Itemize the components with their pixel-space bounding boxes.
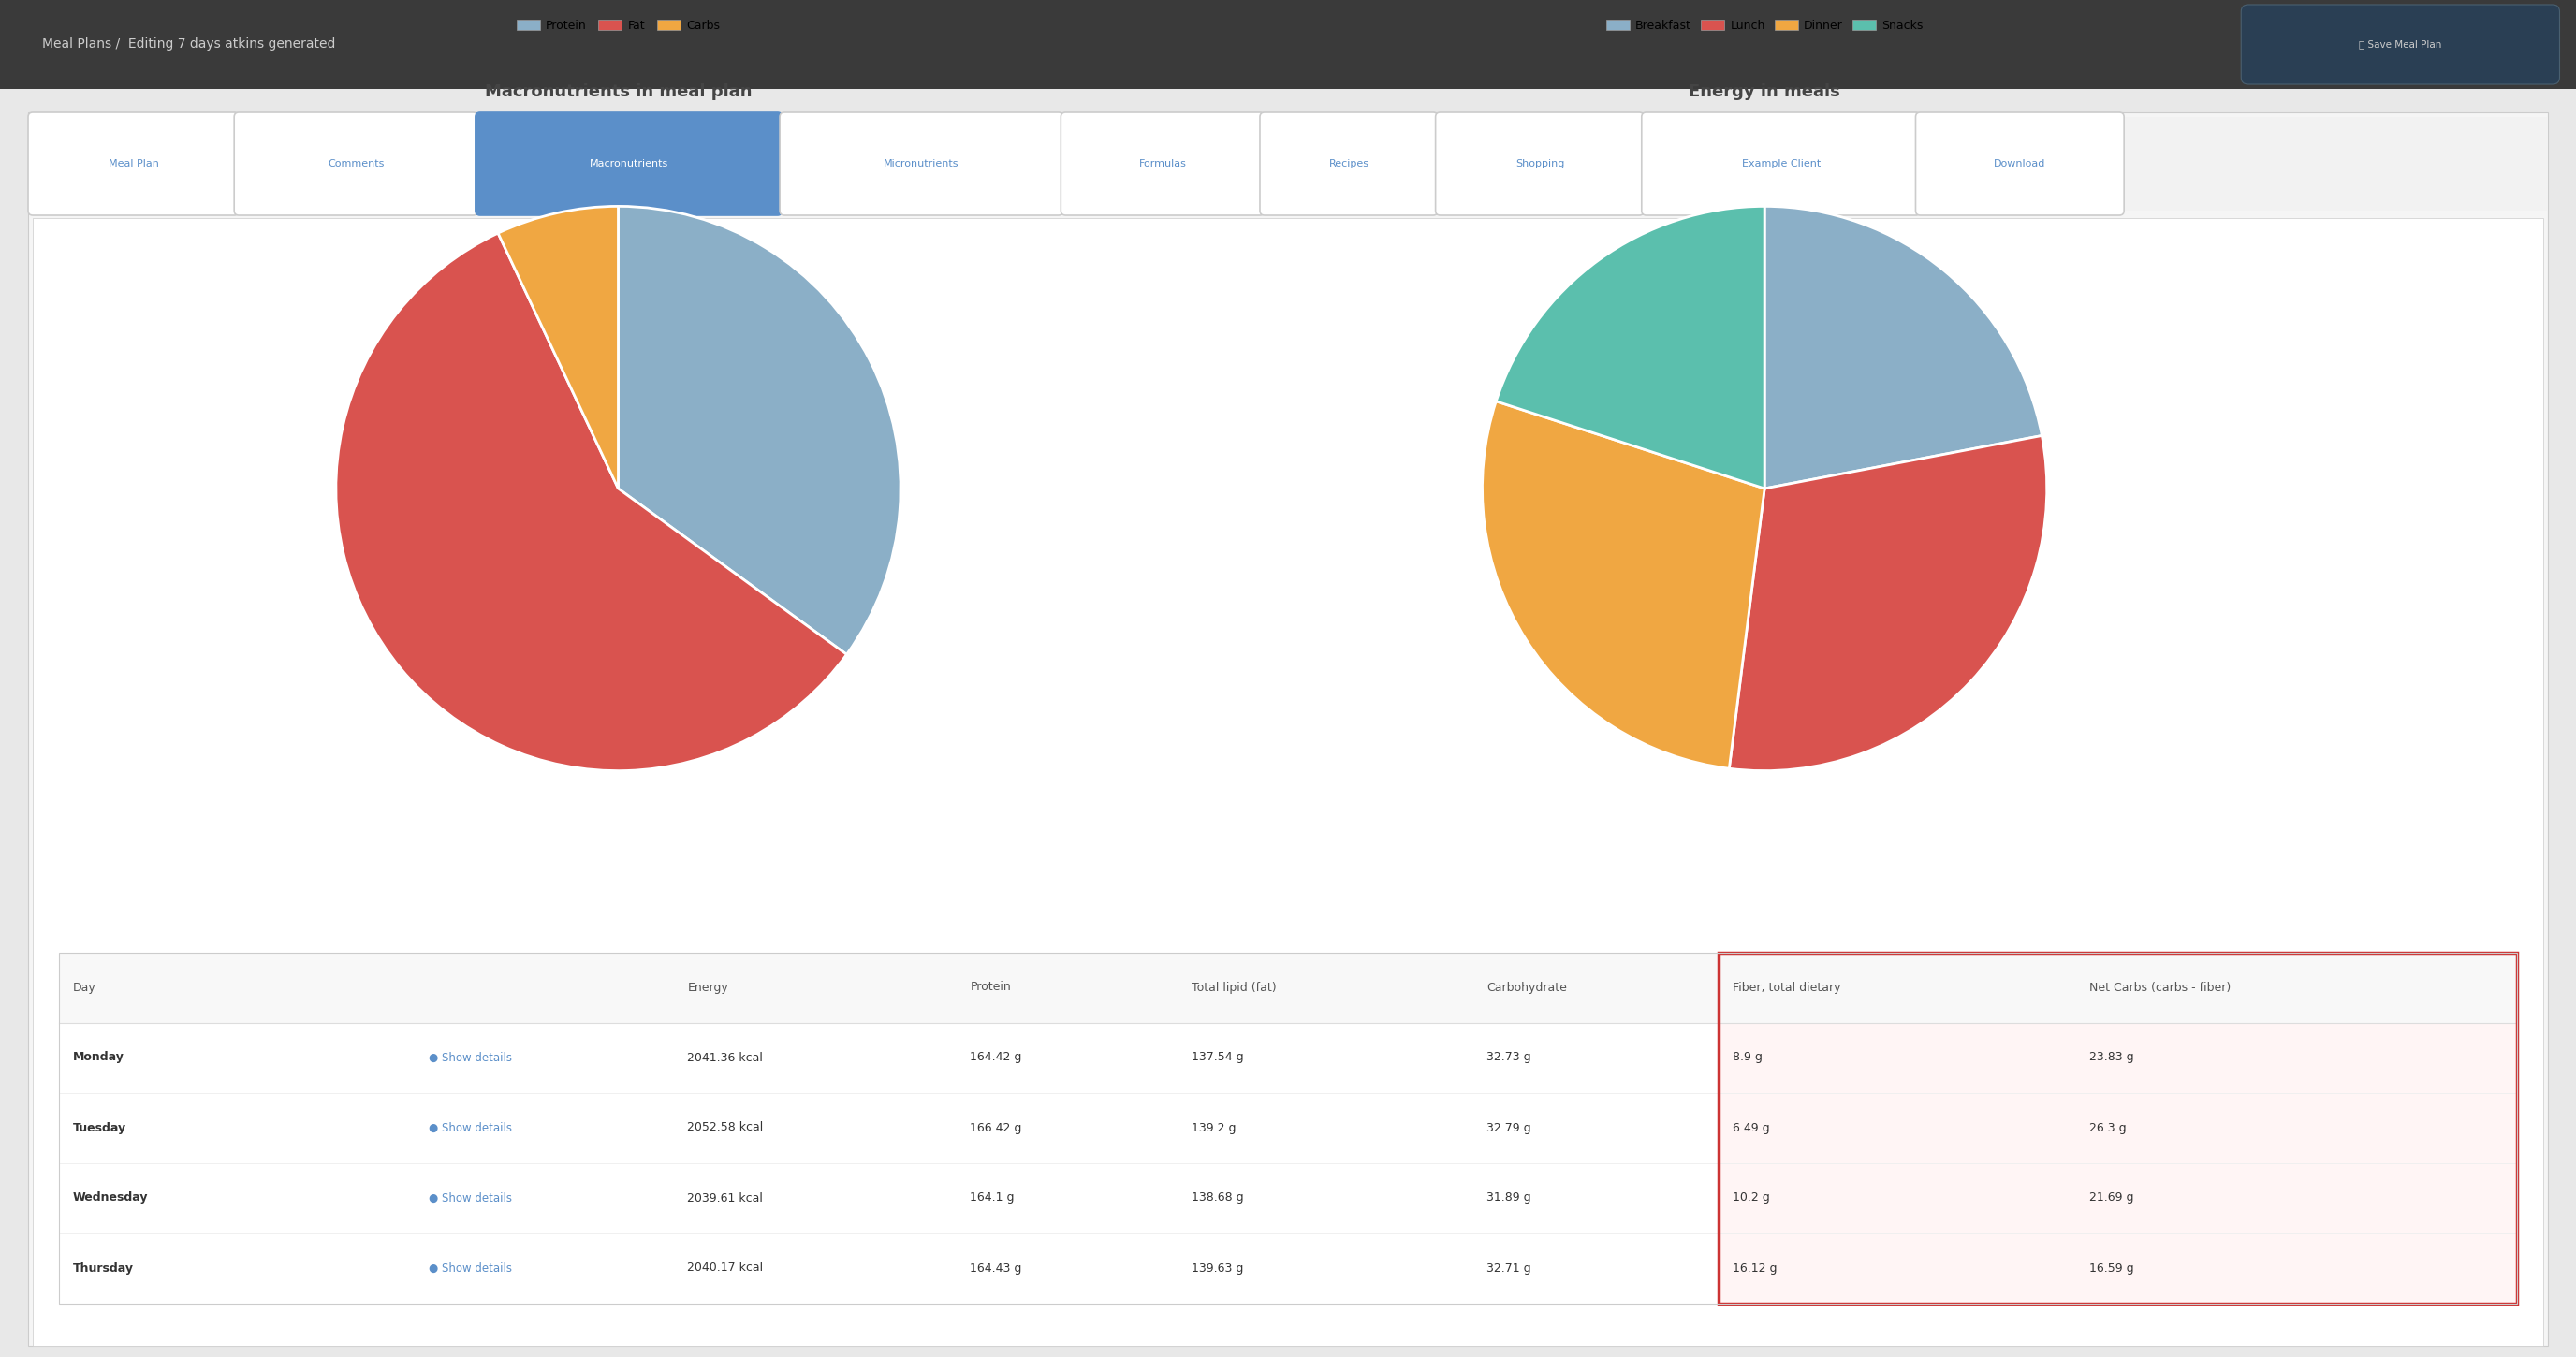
Text: Macronutrients: Macronutrients xyxy=(590,159,667,168)
FancyBboxPatch shape xyxy=(234,113,477,216)
Text: 32.73 g: 32.73 g xyxy=(1486,1052,1530,1064)
FancyBboxPatch shape xyxy=(33,217,2543,1345)
FancyBboxPatch shape xyxy=(1917,113,2125,216)
Text: Comments: Comments xyxy=(327,159,384,168)
FancyBboxPatch shape xyxy=(1718,1234,2517,1303)
Text: Carbohydrate: Carbohydrate xyxy=(1486,981,1566,993)
Text: 164.43 g: 164.43 g xyxy=(971,1262,1023,1274)
Text: Tuesday: Tuesday xyxy=(72,1122,126,1134)
FancyBboxPatch shape xyxy=(1641,113,1919,216)
Text: ⛳ Save Meal Plan: ⛳ Save Meal Plan xyxy=(2360,39,2442,49)
FancyBboxPatch shape xyxy=(1718,1022,2517,1092)
Text: 31.89 g: 31.89 g xyxy=(1486,1191,1530,1204)
Text: 139.63 g: 139.63 g xyxy=(1190,1262,1244,1274)
FancyBboxPatch shape xyxy=(1435,113,1643,216)
Text: Day: Day xyxy=(72,981,95,993)
Text: Net Carbs (carbs - fiber): Net Carbs (carbs - fiber) xyxy=(2089,981,2231,993)
Text: 139.2 g: 139.2 g xyxy=(1190,1122,1236,1134)
Text: Micronutrients: Micronutrients xyxy=(884,159,958,168)
Text: 2052.58 kcal: 2052.58 kcal xyxy=(688,1122,762,1134)
Text: 8.9 g: 8.9 g xyxy=(1731,1052,1762,1064)
Text: 26.3 g: 26.3 g xyxy=(2089,1122,2125,1134)
Text: ● Show details: ● Show details xyxy=(430,1052,513,1064)
Text: 164.42 g: 164.42 g xyxy=(971,1052,1023,1064)
FancyBboxPatch shape xyxy=(0,0,2576,90)
Text: Shopping: Shopping xyxy=(1515,159,1564,168)
Text: ● Show details: ● Show details xyxy=(430,1191,513,1204)
FancyBboxPatch shape xyxy=(2241,4,2561,84)
FancyBboxPatch shape xyxy=(28,117,2548,210)
Legend: Protein, Fat, Carbs: Protein, Fat, Carbs xyxy=(513,15,724,37)
Text: Recipes: Recipes xyxy=(1329,159,1368,168)
Text: 6.49 g: 6.49 g xyxy=(1731,1122,1770,1134)
Text: Monday: Monday xyxy=(72,1052,124,1064)
Wedge shape xyxy=(1765,206,2043,489)
Text: 2039.61 kcal: 2039.61 kcal xyxy=(688,1191,762,1204)
Text: Fiber, total dietary: Fiber, total dietary xyxy=(1731,981,1839,993)
Text: 21.69 g: 21.69 g xyxy=(2089,1191,2133,1204)
Text: Energy: Energy xyxy=(688,981,729,993)
FancyBboxPatch shape xyxy=(1718,1092,2517,1163)
Text: 10.2 g: 10.2 g xyxy=(1731,1191,1770,1204)
Text: 2041.36 kcal: 2041.36 kcal xyxy=(688,1052,762,1064)
FancyBboxPatch shape xyxy=(477,113,783,216)
Text: 166.42 g: 166.42 g xyxy=(971,1122,1023,1134)
Wedge shape xyxy=(1728,436,2048,771)
Text: Meal Plans /  Editing 7 days atkins generated: Meal Plans / Editing 7 days atkins gener… xyxy=(41,38,335,52)
Text: 164.1 g: 164.1 g xyxy=(971,1191,1015,1204)
Wedge shape xyxy=(618,206,902,654)
FancyBboxPatch shape xyxy=(28,113,2548,1345)
Text: 32.79 g: 32.79 g xyxy=(1486,1122,1530,1134)
FancyBboxPatch shape xyxy=(781,113,1064,216)
Text: 16.12 g: 16.12 g xyxy=(1731,1262,1777,1274)
Text: Protein: Protein xyxy=(971,981,1010,993)
Text: 16.59 g: 16.59 g xyxy=(2089,1262,2133,1274)
Text: ● Show details: ● Show details xyxy=(430,1262,513,1274)
Text: Thursday: Thursday xyxy=(72,1262,134,1274)
Text: Meal Plan: Meal Plan xyxy=(108,159,160,168)
Text: 138.68 g: 138.68 g xyxy=(1190,1191,1244,1204)
Text: Download: Download xyxy=(1994,159,2045,168)
Text: 2040.17 kcal: 2040.17 kcal xyxy=(688,1262,762,1274)
Text: 137.54 g: 137.54 g xyxy=(1190,1052,1244,1064)
Legend: Breakfast, Lunch, Dinner, Snacks: Breakfast, Lunch, Dinner, Snacks xyxy=(1602,15,1927,37)
Text: 32.71 g: 32.71 g xyxy=(1486,1262,1530,1274)
Text: Wednesday: Wednesday xyxy=(72,1191,147,1204)
FancyBboxPatch shape xyxy=(1260,113,1437,216)
Wedge shape xyxy=(1497,206,1765,489)
Title: Macronutrients in meal plan: Macronutrients in meal plan xyxy=(484,84,752,100)
Text: 23.83 g: 23.83 g xyxy=(2089,1052,2133,1064)
Wedge shape xyxy=(497,206,618,489)
Wedge shape xyxy=(1481,402,1765,768)
Text: Example Client: Example Client xyxy=(1741,159,1821,168)
Title: Energy in meals: Energy in meals xyxy=(1690,84,1839,100)
FancyBboxPatch shape xyxy=(59,953,2517,1022)
Text: Formulas: Formulas xyxy=(1139,159,1188,168)
FancyBboxPatch shape xyxy=(28,113,240,216)
Text: Total lipid (fat): Total lipid (fat) xyxy=(1190,981,1275,993)
FancyBboxPatch shape xyxy=(59,953,2517,1303)
FancyBboxPatch shape xyxy=(1061,113,1265,216)
FancyBboxPatch shape xyxy=(1718,1163,2517,1234)
Wedge shape xyxy=(335,233,848,771)
Text: ● Show details: ● Show details xyxy=(430,1122,513,1134)
